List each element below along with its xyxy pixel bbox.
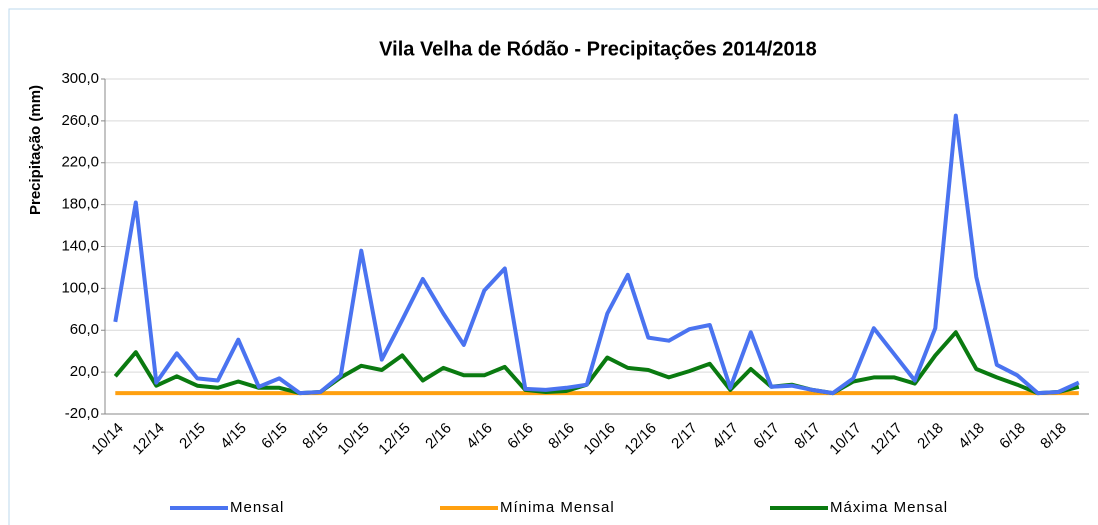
chart-title: Vila Velha de Ródão - Precipitações 2014… [379,38,817,60]
y-tick-label: 100,0 [61,279,99,296]
y-tick-label: 20,0 [70,363,99,380]
x-tick-label: 10/15 [334,420,373,459]
x-tick-label: 2/18 [914,420,947,453]
x-tick-label: 8/16 [545,420,578,453]
x-tick-label: 8/17 [791,420,824,453]
series-line [113,330,1080,396]
legend-label: Máxima Mensal [830,499,948,516]
x-tick-label: 6/18 [996,420,1029,453]
x-tick-label: 10/14 [88,420,127,459]
legend-label: Mensal [230,499,284,516]
y-tick-label: 300,0 [61,70,99,87]
y-tick-label: 140,0 [61,237,99,254]
chart-frame [8,8,1098,525]
x-tick-label: 6/15 [258,420,291,453]
x-tick-label: 8/18 [1037,420,1070,453]
legend-label: Mínima Mensal [500,499,615,516]
x-tick-label: 12/17 [867,420,906,459]
x-tick-label: 12/16 [621,420,660,459]
x-tick-label: 6/17 [750,420,783,453]
x-tick-label: 12/14 [129,420,168,459]
y-tick-label: 220,0 [61,154,99,171]
y-axis-label: Precipitação (mm) [27,85,44,215]
x-tick-label: 4/17 [709,420,742,453]
y-tick-label: 180,0 [61,196,99,213]
x-tick-label: 4/15 [217,420,250,453]
x-tick-label: 4/16 [463,420,496,453]
x-tick-label: 6/16 [504,420,537,453]
x-tick-label: 2/17 [668,420,701,453]
x-tick-label: 10/17 [826,420,865,459]
series-line [113,113,1080,396]
x-tick-label: 12/15 [375,420,414,459]
x-tick-label: 2/16 [422,420,455,453]
y-tick-label: 60,0 [70,321,99,338]
x-tick-label: 2/15 [176,420,209,453]
y-tick-label: -20,0 [65,405,99,422]
x-tick-label: 4/18 [955,420,988,453]
x-tick-label: 10/16 [580,420,619,459]
y-tick-label: 260,0 [61,112,99,129]
x-tick-label: 8/15 [299,420,332,453]
